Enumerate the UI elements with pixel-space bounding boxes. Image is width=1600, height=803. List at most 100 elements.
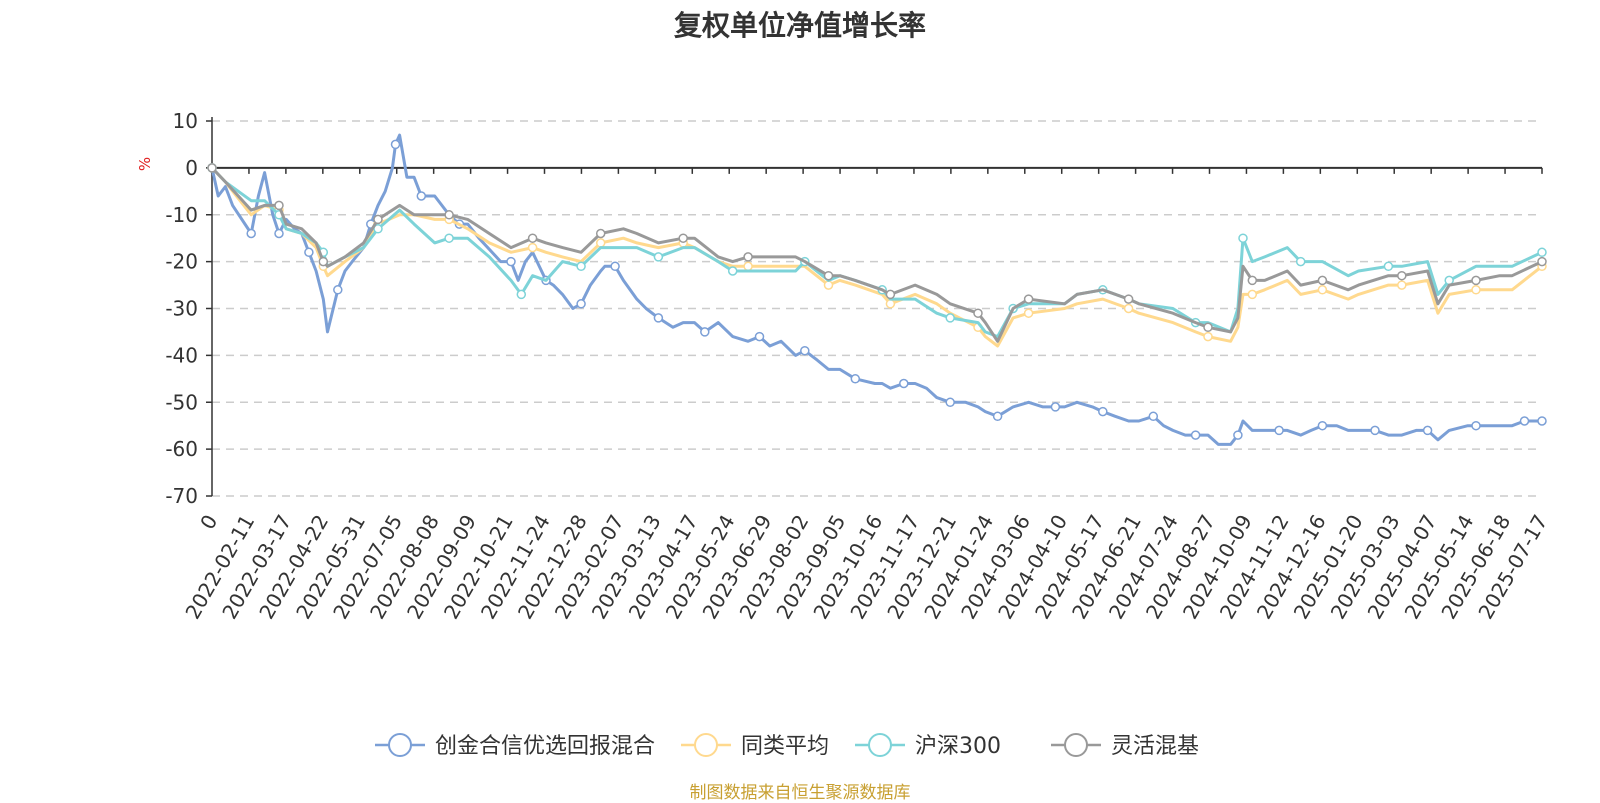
legend-item-0[interactable]: 创金合信优选回报混合 [375, 733, 655, 759]
series-point-3 [1537, 256, 1547, 267]
series-point-2 [373, 224, 383, 234]
y-tick-label: 10 [173, 109, 198, 133]
y-tick-label: -40 [165, 343, 198, 367]
y-tick-label: -60 [165, 437, 198, 461]
series-point-0 [945, 397, 955, 408]
series-point-0 [1519, 416, 1530, 426]
legend-item-1[interactable]: 同类平均 [681, 733, 829, 759]
series-point-0 [1317, 420, 1328, 431]
series-point-0 [416, 191, 427, 201]
y-axis-unit-label: % [136, 157, 154, 171]
series-line-2 [210, 166, 1543, 339]
legend-label: 灵活混基 [1111, 734, 1199, 759]
series-point-1 [743, 261, 753, 272]
y-tick-label: -10 [165, 203, 198, 227]
series-point-1 [1247, 289, 1258, 300]
series-point-0 [246, 228, 256, 239]
series-point-0 [610, 261, 620, 272]
series-point-0 [1148, 411, 1159, 422]
series-point-0 [1471, 420, 1481, 431]
y-tick-label: -20 [165, 250, 198, 274]
series-point-1 [823, 280, 834, 290]
series-point-3 [1317, 275, 1328, 286]
series-point-0 [899, 378, 909, 389]
series-point-3 [595, 228, 606, 239]
series-point-0 [333, 285, 343, 295]
series-point-1 [1317, 285, 1328, 295]
series-point-0 [700, 327, 710, 337]
y-tick-label: -30 [165, 297, 198, 321]
series-point-2 [945, 313, 955, 323]
series-line-1 [210, 166, 1543, 348]
series-point-2 [653, 252, 664, 262]
series-point-2 [1383, 261, 1394, 272]
series-point-1 [595, 238, 606, 248]
legend-label: 创金合信优选回报混合 [435, 734, 655, 759]
legend-item-2[interactable]: 沪深300 [855, 733, 1001, 759]
series-point-0 [850, 374, 861, 384]
series-point-0 [1050, 402, 1061, 412]
series-line-3 [210, 166, 1543, 343]
series-point-0 [1233, 430, 1243, 440]
series-point-1 [1123, 303, 1134, 314]
series-point-0 [754, 331, 765, 342]
series-point-0 [1422, 425, 1433, 436]
series-point-3 [823, 270, 834, 281]
series-point-2 [444, 233, 454, 243]
series-point-3 [207, 163, 217, 173]
series-point-2 [1238, 233, 1248, 243]
series-point-2 [1295, 256, 1306, 267]
series-point-0 [1370, 425, 1380, 436]
series-point-1 [527, 242, 538, 253]
series-point-3 [373, 214, 383, 225]
series-point-3 [1023, 294, 1034, 304]
series-point-3 [1471, 275, 1481, 286]
legend-swatch-marker [388, 733, 412, 757]
series-point-3 [318, 256, 329, 267]
series-point-3 [1123, 294, 1134, 304]
y-tick-label: 0 [185, 156, 198, 180]
series-point-1 [1397, 280, 1407, 290]
series-point-0 [390, 139, 401, 150]
series-point-3 [527, 233, 538, 243]
series-point-2 [516, 289, 527, 300]
series-point-1 [1471, 285, 1481, 295]
series-point-1 [885, 299, 896, 309]
grid-lines [212, 120, 1542, 497]
series-point-3 [444, 210, 454, 220]
series-point-0 [274, 228, 284, 239]
series-point-3 [1397, 270, 1407, 281]
series-point-2 [1537, 247, 1547, 258]
legend-label: 沪深300 [915, 734, 1001, 759]
source-note: 制图数据来自恒生聚源数据库 [689, 783, 911, 803]
series-point-1 [1203, 331, 1213, 342]
series-point-0 [992, 411, 1003, 422]
series-point-3 [885, 289, 896, 300]
series-point-3 [1203, 322, 1213, 333]
series-point-3 [274, 200, 284, 211]
legend-label: 同类平均 [741, 734, 829, 759]
legend-swatch-marker [1064, 733, 1088, 757]
series-lines [207, 133, 1547, 446]
series-point-0 [1190, 430, 1201, 440]
y-tick-label: -50 [165, 390, 198, 414]
legend-swatch-marker [694, 733, 718, 757]
series-point-0 [304, 247, 314, 258]
series-point-3 [1247, 275, 1258, 286]
legend-item-3[interactable]: 灵活混基 [1051, 733, 1199, 759]
series-point-0 [576, 299, 586, 309]
series-point-3 [678, 233, 688, 243]
legend-swatch-marker [868, 733, 892, 757]
chart-title: 复权单位净值增长率 [673, 9, 926, 42]
legend[interactable]: 创金合信优选回报混合 同类平均 沪深300 灵活混基 [375, 733, 1199, 759]
series-point-0 [653, 313, 664, 323]
series-point-3 [973, 308, 983, 318]
series-point-0 [1098, 406, 1108, 417]
y-tick-label: -70 [165, 484, 198, 508]
series-point-0 [506, 256, 516, 267]
series-point-2 [727, 266, 738, 276]
series-point-0 [800, 345, 810, 356]
series-line-0 [210, 133, 1542, 446]
x-tick-label: 0 [195, 511, 222, 534]
